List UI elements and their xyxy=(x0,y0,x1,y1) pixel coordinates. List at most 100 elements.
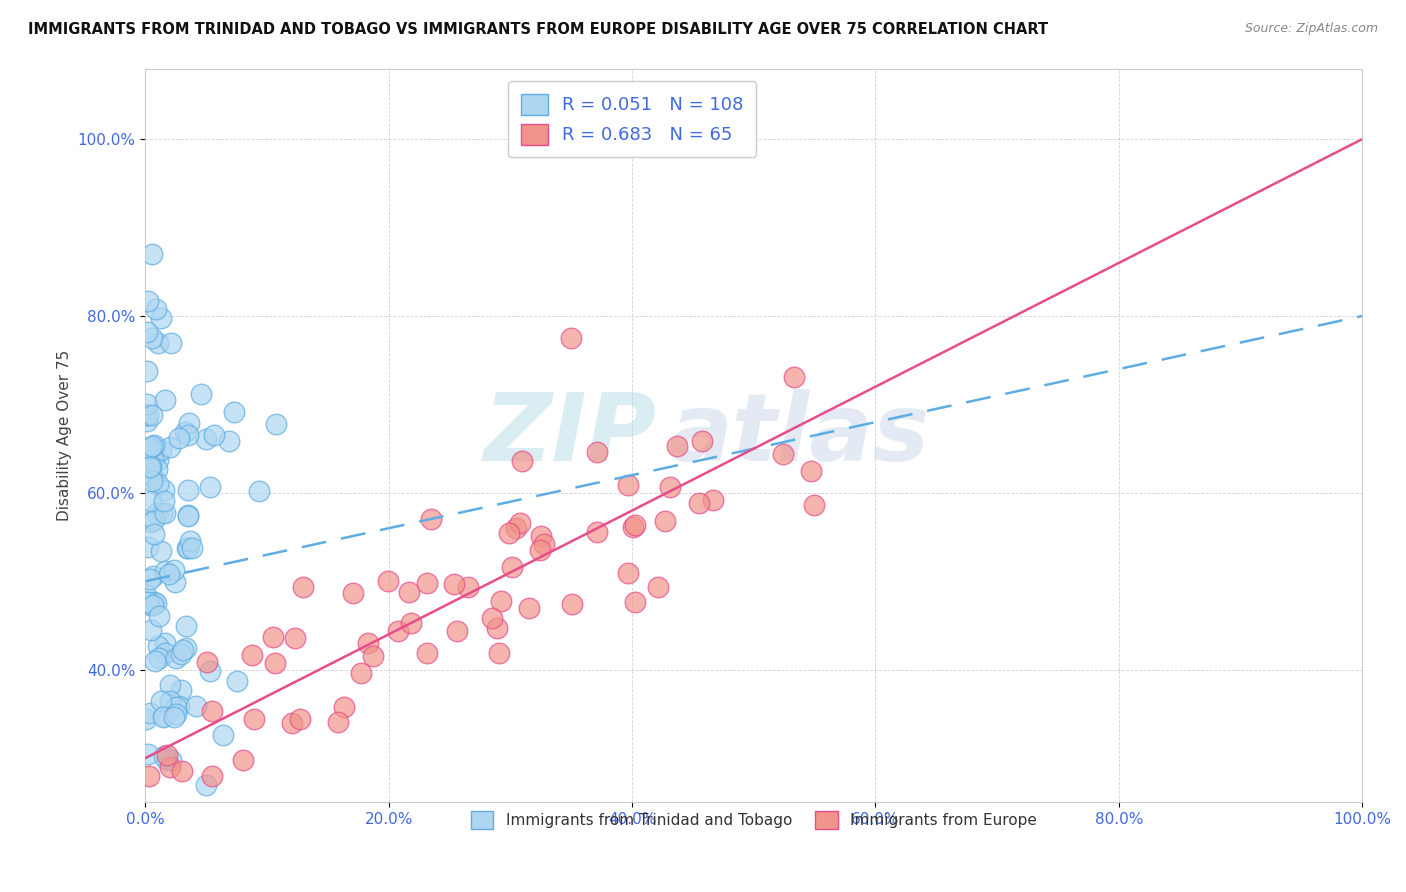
Point xyxy=(141,475,163,489)
Point xyxy=(666,439,689,453)
Point xyxy=(152,710,174,724)
Point xyxy=(138,572,160,586)
Point xyxy=(146,462,169,476)
Point xyxy=(350,665,373,680)
Point xyxy=(139,706,162,721)
Point xyxy=(263,657,285,671)
Point xyxy=(139,459,162,474)
Point xyxy=(799,464,821,478)
Point xyxy=(170,764,193,779)
Point xyxy=(160,336,183,351)
Point xyxy=(530,529,553,543)
Point xyxy=(135,712,157,726)
Point xyxy=(159,440,181,454)
Point xyxy=(149,311,172,326)
Point xyxy=(342,586,364,600)
Point xyxy=(291,580,314,594)
Point xyxy=(387,624,409,638)
Point xyxy=(138,598,160,612)
Text: atlas: atlas xyxy=(669,390,929,482)
Point xyxy=(659,479,682,493)
Text: Source: ZipAtlas.com: Source: ZipAtlas.com xyxy=(1244,22,1378,36)
Point xyxy=(141,439,163,453)
Point xyxy=(419,512,441,526)
Point xyxy=(159,753,181,767)
Point xyxy=(194,432,217,446)
Point xyxy=(399,616,422,631)
Point xyxy=(488,646,510,660)
Point xyxy=(617,566,640,580)
Point xyxy=(141,408,163,422)
Point xyxy=(326,714,349,729)
Point xyxy=(654,515,676,529)
Point xyxy=(152,709,174,723)
Point xyxy=(157,567,180,582)
Legend: Immigrants from Trinidad and Tobago, Immigrants from Europe: Immigrants from Trinidad and Tobago, Imm… xyxy=(464,805,1043,835)
Point xyxy=(136,397,159,411)
Point xyxy=(135,414,157,428)
Point xyxy=(139,493,162,508)
Point xyxy=(616,478,638,492)
Point xyxy=(803,498,825,512)
Point xyxy=(146,452,169,467)
Point xyxy=(240,648,263,662)
Point xyxy=(621,520,644,534)
Point xyxy=(498,525,520,540)
Point xyxy=(481,610,503,624)
Point xyxy=(142,569,165,583)
Point xyxy=(142,598,165,612)
Point xyxy=(153,506,176,520)
Point xyxy=(138,769,160,783)
Point xyxy=(152,494,174,508)
Point xyxy=(179,416,201,430)
Point xyxy=(143,472,166,486)
Point xyxy=(688,496,710,510)
Point xyxy=(176,541,198,556)
Point xyxy=(284,631,307,645)
Point xyxy=(176,483,198,497)
Point xyxy=(177,508,200,523)
Point xyxy=(177,508,200,522)
Point xyxy=(136,595,159,609)
Point xyxy=(150,506,173,520)
Point xyxy=(177,428,200,442)
Point xyxy=(136,294,159,309)
Point xyxy=(170,682,193,697)
Point xyxy=(288,712,311,726)
Point xyxy=(135,446,157,460)
Point xyxy=(377,574,399,588)
Point xyxy=(163,709,186,723)
Point xyxy=(623,595,645,609)
Point xyxy=(135,364,157,378)
Point xyxy=(510,454,533,468)
Point xyxy=(211,728,233,742)
Point xyxy=(184,699,207,714)
Point xyxy=(195,655,218,669)
Point xyxy=(165,575,187,590)
Point xyxy=(163,563,186,577)
Point xyxy=(519,601,541,615)
Point xyxy=(243,713,266,727)
Point xyxy=(195,778,218,792)
Point xyxy=(201,769,224,783)
Point xyxy=(141,516,163,530)
Point xyxy=(142,595,165,609)
Point xyxy=(280,715,302,730)
Point xyxy=(167,698,190,713)
Point xyxy=(361,648,384,663)
Point xyxy=(136,747,159,761)
Point xyxy=(202,428,225,442)
Point xyxy=(177,541,200,556)
Point xyxy=(201,705,224,719)
Point xyxy=(149,694,172,708)
Point xyxy=(148,477,170,491)
Text: ZIP: ZIP xyxy=(484,390,657,482)
Point xyxy=(561,598,583,612)
Point xyxy=(772,447,794,461)
Point xyxy=(135,595,157,609)
Point xyxy=(159,760,181,774)
Point xyxy=(139,460,162,475)
Point xyxy=(624,518,647,533)
Point xyxy=(702,493,724,508)
Point xyxy=(174,619,197,633)
